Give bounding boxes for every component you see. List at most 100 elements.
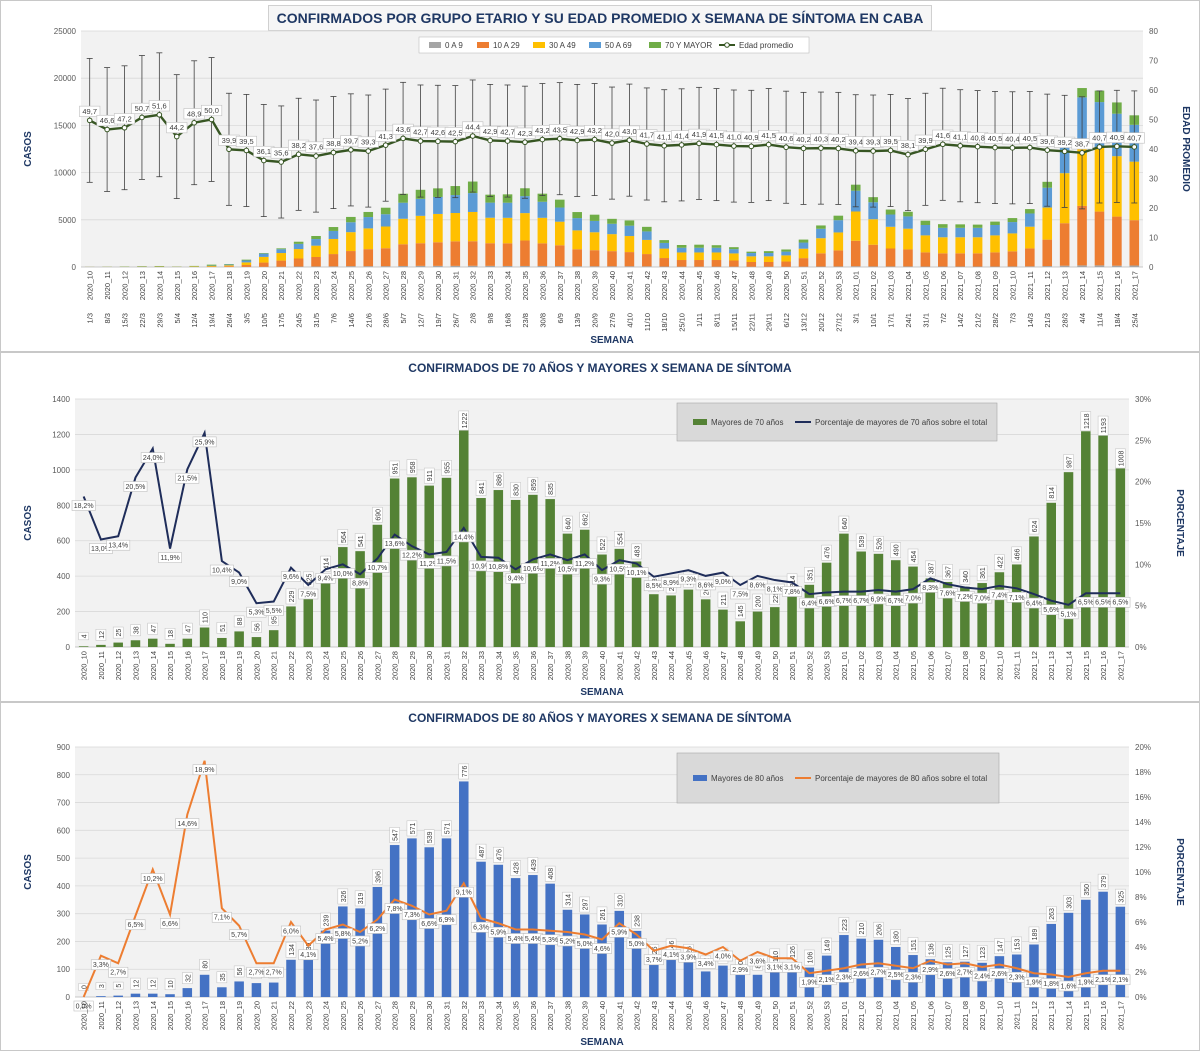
legend-label: 30 A 49 xyxy=(549,41,576,50)
week-tick-label: 2020_19 xyxy=(242,271,251,300)
y-tick-label: 25000 xyxy=(54,27,77,36)
bar-data-label: 554 xyxy=(617,533,624,545)
week-tick-label: 2020_10 xyxy=(80,651,89,680)
percentage-data-label-box xyxy=(140,873,165,884)
week-tick-label: 2020_52 xyxy=(817,271,826,300)
bar-data-label-box xyxy=(734,603,746,620)
y-tick-label: 1000 xyxy=(52,466,70,475)
percentage-data-label: 8,9% xyxy=(663,580,679,587)
percentage-data-label-box xyxy=(626,938,647,949)
y2-tick-label: 10 xyxy=(1149,234,1158,243)
bar-50-a-69 xyxy=(276,249,287,254)
bar-50-a-69 xyxy=(624,225,635,237)
bar-50-a-69 xyxy=(502,202,513,218)
bar-0-a-9 xyxy=(833,266,844,267)
percentage-data-label-box xyxy=(106,539,131,551)
bar xyxy=(199,627,210,647)
bar-70-y-mayor xyxy=(642,226,652,232)
legend-swatch xyxy=(477,42,489,48)
bar-10-a-29 xyxy=(572,249,582,267)
bar-70-y-mayor xyxy=(346,216,356,223)
bar-data-label-box xyxy=(907,937,919,953)
week-tick-label: 2020_29 xyxy=(408,1001,417,1030)
week-tick-label: 2021_03 xyxy=(874,1001,883,1030)
bar-30-a-49 xyxy=(711,252,722,261)
bar-data-label: 134 xyxy=(289,944,296,956)
bar-50-a-69 xyxy=(537,201,548,218)
avg-age-data-label-box xyxy=(357,136,379,148)
percentage-data-label: 6,5% xyxy=(1095,600,1111,607)
bar-data-label-box xyxy=(1115,448,1126,469)
bar-data-label-box xyxy=(614,893,625,909)
bar xyxy=(977,583,987,647)
avg-age-marker xyxy=(278,159,285,165)
percentage-data-label-box xyxy=(192,764,217,776)
bar-30-a-49 xyxy=(398,218,408,245)
avg-age-data-label: 41,9 xyxy=(692,130,707,139)
bar-0-a-9 xyxy=(624,266,635,267)
bar-data-label-box xyxy=(441,459,452,476)
week-tick-label: 2020_12 xyxy=(114,651,123,680)
week-tick-label: 2020_21 xyxy=(270,1001,279,1030)
date-tick-label: 29/11 xyxy=(765,313,774,331)
percentage-data-label: 25,9% xyxy=(195,439,215,446)
bar-30-a-49 xyxy=(1025,226,1035,249)
bar-data-label-box xyxy=(475,480,487,496)
bar-10-a-29 xyxy=(607,251,617,267)
bar-data-label-box xyxy=(942,944,953,961)
bar-data-label: 539 xyxy=(859,536,866,548)
avg-age-marker xyxy=(957,142,963,149)
percentage-data-label: 9,3% xyxy=(594,577,610,584)
bar xyxy=(666,956,676,997)
week-tick-label: 2021_17 xyxy=(1116,1001,1125,1030)
bar xyxy=(1029,944,1039,997)
bar xyxy=(234,631,244,647)
date-tick-label: 11/10 xyxy=(643,313,652,331)
bar-70-y-mayor xyxy=(485,194,495,203)
date-tick-label: 30/8 xyxy=(538,313,547,328)
week-tick-label: 2020_32 xyxy=(469,271,478,300)
percentage-data-label: 8,8% xyxy=(352,581,368,588)
bar-30-a-49 xyxy=(224,265,234,267)
week-tick-label: 2021_08 xyxy=(974,271,983,300)
avg-age-marker xyxy=(295,151,302,158)
avg-age-marker xyxy=(1096,144,1103,150)
percentage-data-label-box xyxy=(782,586,803,597)
week-tick-label: 2020_37 xyxy=(546,1001,555,1030)
bar xyxy=(752,974,763,997)
bar-data-label: 396 xyxy=(375,871,382,883)
y-tick-label: 800 xyxy=(57,501,71,510)
bar-50-a-69 xyxy=(920,224,931,236)
date-tick-label: 31/5 xyxy=(312,313,321,328)
legend-marker xyxy=(724,42,730,48)
week-tick-label: 2021_09 xyxy=(991,271,1000,300)
percentage-data-label: 7,8% xyxy=(784,589,800,596)
bar-30-a-49 xyxy=(659,248,670,259)
bar-data-label-box xyxy=(147,622,159,635)
bar-0-a-9 xyxy=(850,266,861,267)
percentage-data-label: 2,7% xyxy=(110,970,126,977)
bar xyxy=(856,938,866,997)
bar-data-label-box xyxy=(285,588,297,605)
bar-70-y-mayor xyxy=(607,218,617,224)
bar-data-label: 387 xyxy=(928,563,935,575)
avg-age-marker xyxy=(469,133,476,139)
bar xyxy=(770,607,780,647)
bar-data-label-box xyxy=(821,544,832,561)
week-tick-label: 2020_36 xyxy=(529,651,538,680)
week-tick-label: 2020_30 xyxy=(425,651,434,680)
percentage-data-label: 2,3% xyxy=(836,975,852,982)
legend-bar-label: Mayores de 80 años xyxy=(711,774,784,783)
date-tick-label: 31/1 xyxy=(921,313,930,328)
avg-age-marker xyxy=(365,148,372,154)
week-tick-label: 2021_02 xyxy=(869,271,878,300)
bar-data-label: 776 xyxy=(462,766,469,778)
percentage-data-label: 1,6% xyxy=(1061,983,1077,990)
percentage-data-label: 8,3% xyxy=(922,585,938,592)
bar-data-label-box xyxy=(233,615,245,628)
bar-30-a-49 xyxy=(328,238,339,255)
bar-data-label-box xyxy=(216,622,228,634)
bar xyxy=(1046,502,1056,647)
week-tick-label: 2021_07 xyxy=(944,651,953,680)
over-70-chart-panel: CONFIRMADOS DE 70 AÑOS Y MAYORES X SEMAN… xyxy=(0,352,1200,702)
